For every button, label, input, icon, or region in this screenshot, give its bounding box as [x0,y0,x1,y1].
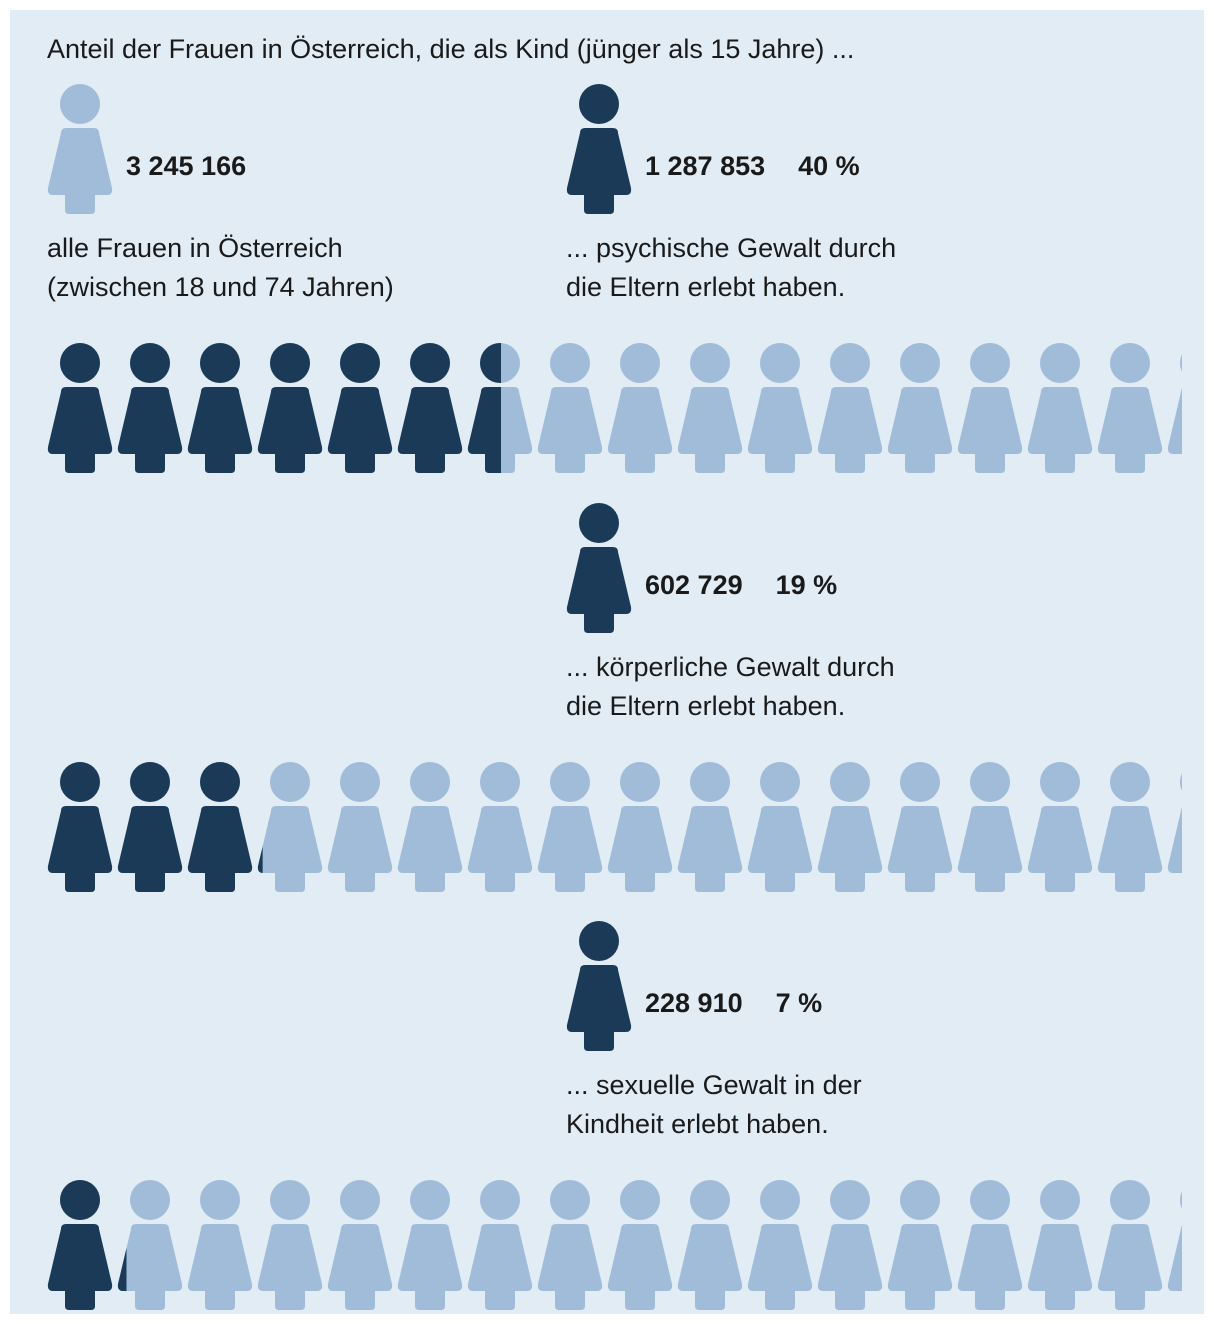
total-label: (zwischen 18 und 74 Jahren) [47,272,394,302]
count-label: 228 910 [645,988,743,1018]
percent-label: 19 % [776,570,838,600]
background [10,10,1204,1314]
category-label: ... körperliche Gewalt durch [566,652,895,682]
category-label: ... sexuelle Gewalt in der [566,1070,862,1100]
title: Anteil der Frauen in Österreich, die als… [47,34,854,64]
percent-label: 7 % [776,988,823,1018]
category-label: Kindheit erlebt haben. [566,1109,829,1139]
category-label: die Eltern erlebt haben. [566,691,845,721]
count-label: 1 287 853 [645,151,765,181]
total-label: alle Frauen in Österreich [47,233,343,263]
category-label: die Eltern erlebt haben. [566,272,845,302]
category-label: ... psychische Gewalt durch [566,233,896,263]
percent-label: 40 % [798,151,860,181]
total-count: 3 245 166 [126,151,246,181]
count-label: 602 729 [645,570,743,600]
